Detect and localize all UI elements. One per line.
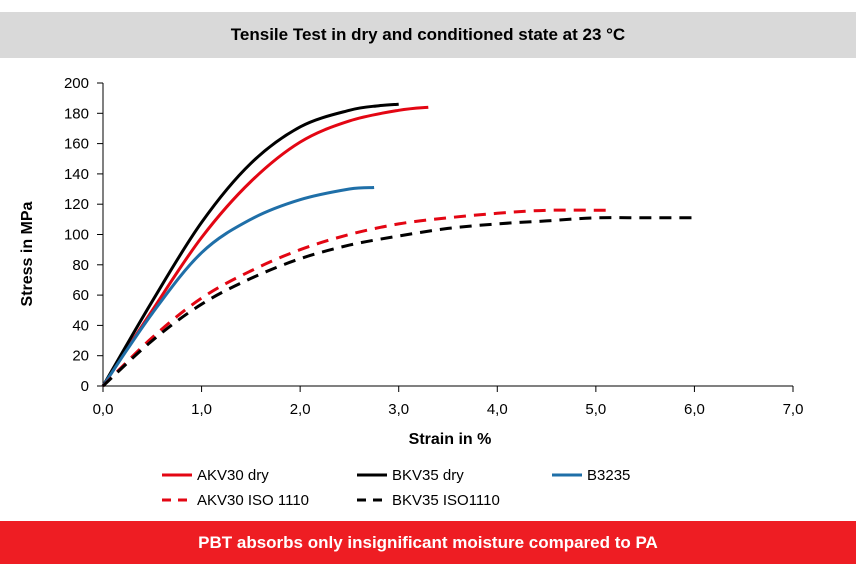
y-tick-label: 180 [64, 105, 89, 122]
y-tick-label: 200 [64, 75, 89, 92]
series-lines [101, 102, 695, 388]
series-line-b3235 [101, 186, 375, 387]
y-tick-label: 0 [81, 378, 89, 395]
x-tick-label: 5,0 [585, 401, 606, 418]
y-tick-label: 80 [72, 257, 89, 274]
y-tick-label: 40 [72, 317, 89, 334]
legend-label-b3235: B3235 [587, 467, 630, 484]
y-tick-label: 160 [64, 136, 89, 153]
x-tick-label: 0,0 [93, 401, 114, 418]
x-tick-label: 6,0 [684, 401, 705, 418]
y-tick-label: 60 [72, 287, 89, 304]
x-tick-label: 4,0 [487, 401, 508, 418]
legend: AKV30 dry BKV35 dry B3235 AKV30 ISO 1110 BKV… [162, 467, 630, 509]
series-line-akv30-dry [101, 105, 429, 387]
y-tick-label: 100 [64, 227, 89, 244]
footer-banner: PBT absorbs only insignificant moisture … [0, 521, 856, 564]
x-tick-label: 1,0 [191, 401, 212, 418]
series-line-akv30-iso-1110 [101, 208, 606, 388]
legend-label-bkv35-iso1110: BKV35 ISO1110 [392, 492, 500, 509]
y-axis-title: Stress in MPa [19, 201, 36, 306]
series-line-bkv35-iso1110 [101, 216, 695, 388]
y-tick-label: 20 [72, 348, 89, 365]
x-tick-label: 2,0 [290, 401, 311, 418]
chart-title: Tensile Test in dry and conditioned stat… [0, 12, 856, 58]
legend-label-akv30-iso-1110: AKV30 ISO 1110 [197, 492, 309, 509]
series-line-bkv35-dry [101, 102, 399, 387]
legend-label-akv30-dry: AKV30 dry [197, 467, 269, 484]
y-tick-label: 120 [64, 196, 89, 213]
x-tick-label: 7,0 [783, 401, 804, 418]
x-axis-title: Strain in % [409, 431, 492, 448]
y-tick-label: 140 [64, 166, 89, 183]
legend-label-bkv35-dry: BKV35 dry [392, 467, 464, 484]
x-tick-label: 3,0 [388, 401, 409, 418]
axes: 0,0 1,0 2,0 3,0 4,0 5,0 6,0 7,0 0 20 40 60 80 100 120 1… [64, 75, 803, 418]
